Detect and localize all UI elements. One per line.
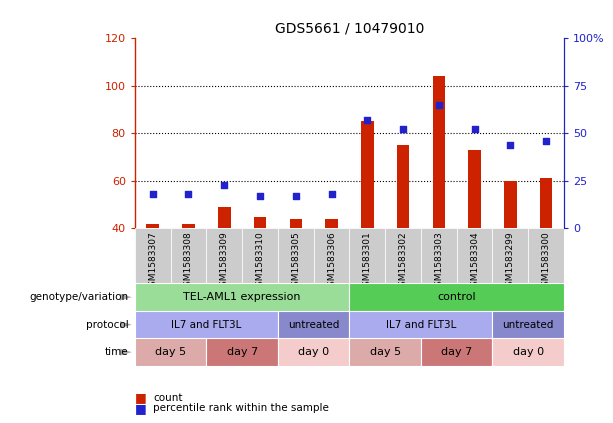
Point <box>184 191 194 198</box>
Bar <box>349 338 421 366</box>
Text: GSM1583301: GSM1583301 <box>363 231 372 292</box>
Bar <box>182 224 195 228</box>
Bar <box>492 311 564 338</box>
Text: IL7 and FLT3L: IL7 and FLT3L <box>386 320 456 330</box>
Bar <box>468 150 481 228</box>
Text: count: count <box>153 393 183 403</box>
Polygon shape <box>120 321 132 328</box>
Bar <box>135 283 349 311</box>
Point <box>470 126 479 133</box>
Bar <box>385 228 421 283</box>
Bar <box>289 219 302 228</box>
Text: day 7: day 7 <box>441 347 472 357</box>
Text: GSM1583302: GSM1583302 <box>398 231 408 292</box>
Bar <box>278 311 349 338</box>
Text: TEL-AML1 expression: TEL-AML1 expression <box>183 292 301 302</box>
Polygon shape <box>120 349 132 356</box>
Bar <box>421 338 492 366</box>
Bar <box>528 228 564 283</box>
Text: day 0: day 0 <box>512 347 544 357</box>
Text: day 5: day 5 <box>155 347 186 357</box>
Bar <box>254 217 266 228</box>
Bar <box>135 311 278 338</box>
Text: GSM1583307: GSM1583307 <box>148 231 158 292</box>
Text: genotype/variation: genotype/variation <box>29 292 129 302</box>
Text: GSM1583304: GSM1583304 <box>470 231 479 292</box>
Bar <box>349 228 385 283</box>
Text: day 7: day 7 <box>227 347 257 357</box>
Point <box>505 141 515 148</box>
Bar <box>397 145 409 228</box>
Polygon shape <box>120 294 132 301</box>
Bar <box>349 311 492 338</box>
Text: untreated: untreated <box>288 320 340 330</box>
Point <box>434 102 444 108</box>
Text: GSM1583308: GSM1583308 <box>184 231 193 292</box>
Text: GSM1583300: GSM1583300 <box>541 231 550 292</box>
Bar <box>349 283 564 311</box>
Text: GSM1583299: GSM1583299 <box>506 231 515 292</box>
Bar <box>314 228 349 283</box>
Bar <box>242 228 278 283</box>
Bar <box>504 181 517 228</box>
Text: GSM1583309: GSM1583309 <box>219 231 229 292</box>
Text: ■: ■ <box>135 402 147 415</box>
Bar <box>492 338 564 366</box>
Bar <box>361 121 373 228</box>
Point <box>255 193 265 200</box>
Bar <box>170 228 207 283</box>
Text: time: time <box>105 347 129 357</box>
Bar <box>147 224 159 228</box>
Point <box>398 126 408 133</box>
Bar <box>326 219 338 228</box>
Point <box>219 181 229 188</box>
Bar <box>218 207 230 228</box>
Bar <box>135 338 207 366</box>
Text: GSM1583306: GSM1583306 <box>327 231 336 292</box>
Text: percentile rank within the sample: percentile rank within the sample <box>153 403 329 413</box>
Text: GSM1583310: GSM1583310 <box>256 231 265 292</box>
Point <box>541 137 551 144</box>
Bar <box>421 228 457 283</box>
Bar <box>278 338 349 366</box>
Text: protocol: protocol <box>86 320 129 330</box>
Bar <box>207 228 242 283</box>
Point <box>327 191 337 198</box>
Point <box>291 193 301 200</box>
Bar <box>207 338 278 366</box>
Text: GSM1583303: GSM1583303 <box>434 231 443 292</box>
Text: IL7 and FLT3L: IL7 and FLT3L <box>171 320 242 330</box>
Bar <box>278 228 314 283</box>
Text: ■: ■ <box>135 391 147 404</box>
Point <box>362 117 372 124</box>
Text: control: control <box>437 292 476 302</box>
Text: day 5: day 5 <box>370 347 401 357</box>
Text: day 0: day 0 <box>298 347 329 357</box>
Text: GSM1583305: GSM1583305 <box>291 231 300 292</box>
Bar <box>540 179 552 228</box>
Bar <box>492 228 528 283</box>
Text: untreated: untreated <box>503 320 554 330</box>
Title: GDS5661 / 10479010: GDS5661 / 10479010 <box>275 22 424 36</box>
Bar <box>135 228 170 283</box>
Point <box>148 191 158 198</box>
Bar <box>457 228 492 283</box>
Bar <box>433 76 445 228</box>
